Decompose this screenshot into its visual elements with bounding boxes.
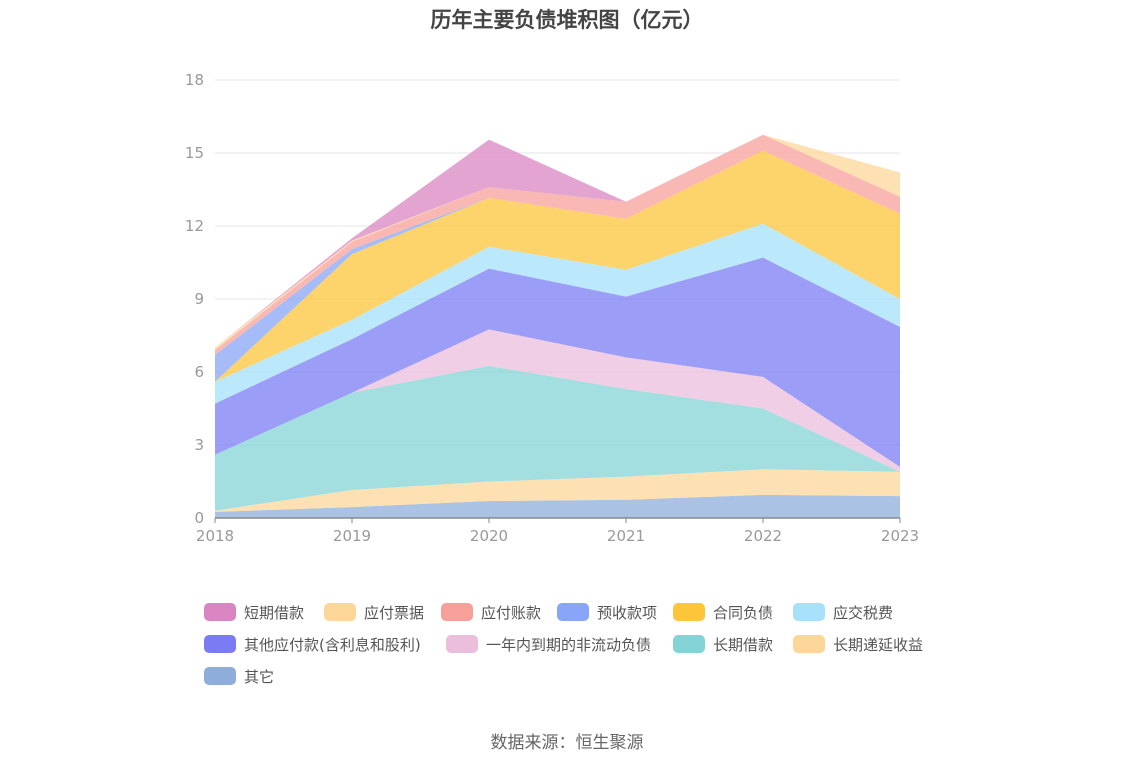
legend-label: 预收款项 (597, 603, 658, 622)
area-series-3 (215, 329, 900, 472)
legend-label: 其他应付款(含利息和股利) (244, 635, 421, 654)
legend-item[interactable]: 合同负债 (673, 600, 773, 624)
y-tick-label: 15 (185, 144, 204, 162)
x-tick-label: 2021 (607, 527, 645, 545)
legend-item[interactable]: 长期借款 (673, 632, 773, 656)
legend-label: 长期递延收益 (833, 635, 924, 654)
legend-swatch (204, 603, 236, 621)
legend-swatch (446, 635, 478, 653)
x-tick-label: 2022 (744, 527, 782, 545)
y-tick-label: 9 (194, 290, 204, 308)
area-series (215, 134, 900, 518)
legend-item[interactable]: 应付账款 (441, 600, 541, 624)
legend-label: 一年内到期的非流动负债 (486, 635, 652, 654)
y-tick-label: 18 (185, 71, 204, 89)
area-series-4 (215, 257, 900, 467)
source-note: 数据来源：恒生聚源 (490, 733, 644, 753)
legend-swatch (204, 667, 236, 685)
legend-item[interactable]: 其他应付款(含利息和股利) (204, 632, 421, 656)
area-series-10 (215, 134, 900, 348)
x-tick-label: 2023 (881, 527, 919, 545)
legend-item[interactable]: 应付票据 (324, 600, 424, 624)
area-series-1 (215, 469, 900, 512)
area-series-8 (215, 134, 900, 355)
area-series-9 (215, 134, 900, 351)
legend-item[interactable]: 应交税费 (793, 600, 893, 624)
legend-item[interactable]: 预收款项 (557, 600, 657, 624)
legend-swatch (324, 603, 356, 621)
legend-swatch (673, 635, 705, 653)
y-tick-label: 3 (194, 436, 204, 454)
legend-item[interactable]: 短期借款 (204, 600, 304, 624)
x-tick-label: 2019 (333, 527, 371, 545)
area-series-5 (215, 223, 900, 404)
y-tick-label: 6 (194, 363, 204, 381)
area-series-2 (215, 365, 900, 511)
legend-swatch (204, 635, 236, 653)
legend-swatch (793, 635, 825, 653)
legend-label: 其它 (244, 667, 275, 686)
legend-swatch (557, 603, 589, 621)
axes: 0 3 6 9 12 15 18 2018 2019 2020 2021 2022 2023 (185, 71, 919, 545)
legend-label: 短期借款 (244, 603, 305, 622)
area-series-6 (215, 150, 900, 382)
stacked-area-chart: 0 3 6 9 12 15 18 2018 2019 2020 2021 2022 2023 (185, 71, 919, 545)
legend-swatch (673, 603, 705, 621)
area-series-0 (215, 494, 900, 518)
legend-label: 应付账款 (481, 603, 542, 622)
y-tick-label: 12 (185, 217, 204, 235)
legend-label: 应付票据 (364, 603, 425, 622)
legend-label: 合同负债 (713, 603, 774, 622)
chart-title: 历年主要负债堆积图（亿元） (430, 8, 704, 32)
legend-label: 应交税费 (833, 603, 894, 622)
legend-swatch (441, 603, 473, 621)
x-tick-label: 2020 (470, 527, 508, 545)
legend-item[interactable]: 长期递延收益 (793, 632, 923, 656)
legend-item[interactable]: 其它 (204, 664, 274, 688)
y-tick-label: 0 (194, 509, 204, 527)
legend-swatch (793, 603, 825, 621)
legend-label: 长期借款 (713, 635, 774, 654)
legend-item[interactable]: 一年内到期的非流动负债 (446, 632, 651, 656)
x-tick-label: 2018 (196, 527, 234, 545)
